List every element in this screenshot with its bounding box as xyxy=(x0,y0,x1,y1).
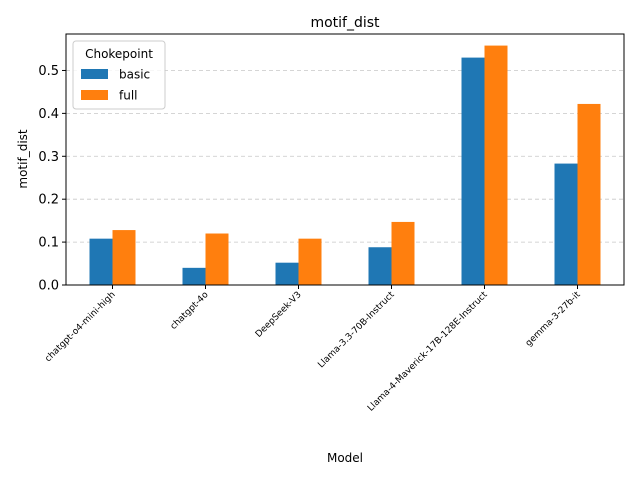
bar-full xyxy=(298,238,322,285)
chart-title: motif_dist xyxy=(310,15,380,31)
bar-basic xyxy=(89,238,113,285)
legend-label-full: full xyxy=(119,89,138,103)
bar-basic xyxy=(275,262,299,285)
bar-basic xyxy=(554,163,578,285)
plot-frame xyxy=(65,33,625,286)
y-tick-label: 0.1 xyxy=(38,236,59,251)
bar-full xyxy=(205,233,229,285)
y-tick-label: 0.5 xyxy=(38,64,59,79)
bar-full xyxy=(577,103,601,285)
y-tick-label: 0.0 xyxy=(38,279,59,294)
legend-swatch-full xyxy=(81,90,108,100)
legend-title: Chokepoint xyxy=(85,47,153,61)
bar-full xyxy=(112,230,136,285)
y-axis-label: motif_dist xyxy=(16,129,30,188)
legend-label-basic: basic xyxy=(119,68,150,82)
bar-basic xyxy=(368,247,392,285)
bar-basic xyxy=(182,267,206,285)
y-axis: 0.0 0.1 0.2 0.3 0.4 0.5 xyxy=(38,64,66,294)
bars xyxy=(89,45,601,286)
legend: Chokepoint basic full xyxy=(72,40,166,110)
x-axis-label: Model xyxy=(327,451,363,465)
bar-full xyxy=(391,221,415,285)
legend-swatch-basic xyxy=(81,69,108,79)
bar-basic xyxy=(461,57,485,285)
y-tick-label: 0.3 xyxy=(38,150,59,165)
y-tick-label: 0.4 xyxy=(38,107,59,122)
bar-full xyxy=(484,45,508,286)
y-tick-label: 0.2 xyxy=(38,193,59,208)
